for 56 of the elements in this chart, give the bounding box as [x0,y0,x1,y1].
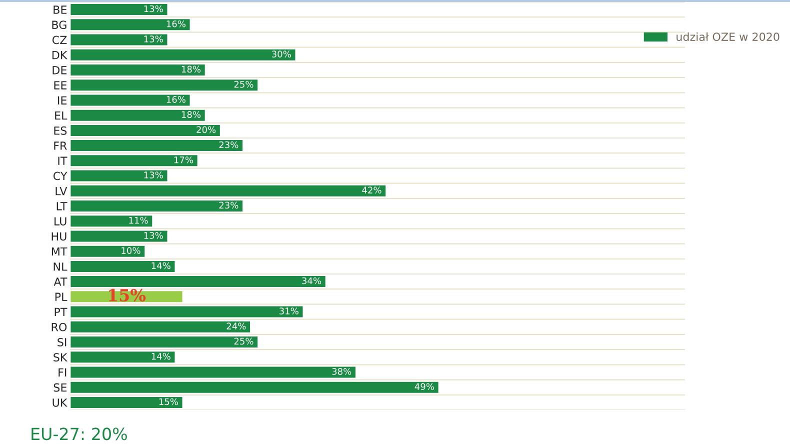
data-label: 20% [196,126,216,134]
data-label: 11% [129,216,148,224]
data-label: 25% [234,338,254,345]
data-label: 42% [362,186,382,194]
y-tick-label: SI [58,338,66,346]
data-label: 16% [166,20,186,28]
y-tick-label: AT [54,278,68,286]
y-tick-label: FI [58,368,66,376]
y-tick-label: MT [52,247,68,256]
y-tick-label: HU [52,232,66,241]
y-tick-label: DK [52,51,68,60]
data-label: 10% [122,247,140,254]
y-tick-label: BE [54,6,67,14]
data-label: 13% [144,36,163,42]
y-tick-label: CZ [52,36,67,44]
data-label: 13% [144,172,163,178]
y-tick-label: IT [58,156,68,165]
data-label: 23% [219,141,238,148]
y-tick-label: ES [54,126,67,135]
data-label: 14% [152,262,170,270]
y-tick-label: SK [54,353,68,362]
y-tick-label: UK [52,398,68,407]
y-tick-label: FR [54,142,67,150]
y-tick-label: DE [52,66,67,74]
data-label: 15% [159,398,178,406]
text: EU-27: 20% [32,428,127,440]
data-label: 24% [226,322,246,330]
data-label: 25% [234,80,254,88]
data-label: 17% [174,156,194,164]
y-tick-label: IE [58,96,67,104]
y-tick-label: RO [52,322,67,332]
y-tick-label: LU [54,217,66,226]
data-label: 13% [144,5,163,12]
data-label: 15% [109,288,146,302]
data-label: 18% [182,66,201,73]
legend-label: udział OZE w 2020 [676,32,780,41]
data-label: 13% [144,232,163,239]
data-label: 18% [182,111,201,118]
data-label: 34% [302,277,322,284]
data-label: 16% [166,96,186,103]
y-tick-label: PT [54,308,68,316]
data-label: 49% [414,383,434,390]
y-tick-label: PL [55,292,68,301]
y-tick-label: EE [54,81,67,90]
y-tick-label: NL [54,262,68,271]
data-label: 38% [332,368,352,375]
data-label: 23% [219,202,238,209]
y-tick-label: LT [56,202,68,210]
data-label: 14% [152,352,170,360]
data-label: 31% [280,308,298,314]
y-tick-label: LV [56,187,68,196]
data-label: 30% [272,50,291,58]
y-tick-label: BG [52,20,66,30]
y-tick-label: SE [54,383,67,392]
y-tick-label: CY [53,172,68,180]
y-tick-label: EL [55,111,68,120]
